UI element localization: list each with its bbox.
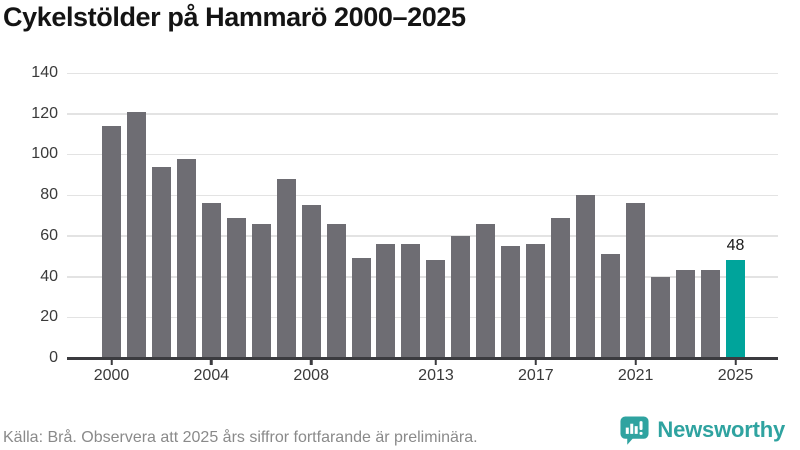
bar-2017 (526, 244, 546, 358)
gridline-y20 (67, 316, 778, 319)
y-axis-label-140: 140 (31, 64, 58, 81)
bar-2015 (476, 223, 496, 358)
x-axis-label-2008: 2008 (293, 367, 329, 384)
x-axis-label-2004: 2004 (193, 367, 230, 384)
x-tick-2008 (309, 359, 313, 365)
plot-area: 48 (67, 72, 778, 365)
x-axis-label-2013: 2013 (418, 367, 454, 384)
x-tick-2013 (434, 359, 438, 365)
y-axis-label-120: 120 (31, 104, 58, 122)
bar-2024 (700, 270, 720, 358)
x-tick-2004 (210, 359, 213, 365)
gridline-y40 (67, 276, 778, 278)
bar-2011 (376, 244, 396, 358)
x-axis-label-2000: 2000 (93, 367, 130, 384)
bar-2013 (426, 260, 446, 358)
bar-2000 (102, 125, 121, 358)
bar-series (102, 73, 745, 358)
bar-2022 (650, 276, 670, 358)
bar-2025 (725, 260, 745, 358)
bar-2003 (176, 158, 196, 358)
y-axis-label-100: 100 (31, 145, 58, 163)
y-axis-label-20: 20 (40, 308, 58, 326)
gridline-y60 (67, 235, 778, 237)
bar-2021 (626, 203, 646, 358)
bar-2006 (251, 223, 271, 358)
bar-2002 (151, 166, 171, 358)
x-tick-2000 (110, 359, 113, 365)
x-axis-label-2021: 2021 (617, 367, 654, 384)
gridline-y80 (67, 194, 778, 197)
y-axis-label-0: 0 (49, 349, 58, 366)
x-tick-2017 (534, 359, 538, 365)
gridline-y140 (67, 72, 778, 74)
gridline-y120 (67, 113, 778, 115)
x-tick-2025 (734, 359, 737, 365)
bar-2010 (351, 258, 371, 358)
highlight-value-label: 48 (726, 237, 745, 255)
bar-2009 (326, 223, 346, 358)
bar-2007 (276, 178, 296, 358)
bar-2008 (301, 205, 321, 358)
x-axis-label-2025: 2025 (717, 367, 754, 384)
bar-2005 (226, 217, 246, 358)
bar-2018 (551, 217, 571, 358)
bar-2023 (675, 270, 695, 358)
bar-2016 (501, 246, 521, 358)
y-axis-label-80: 80 (40, 186, 58, 204)
x-tick-2021 (634, 359, 637, 365)
bar-2001 (126, 111, 146, 358)
x-axis-label-2017: 2017 (518, 367, 554, 384)
newsworthy-logo-text: Newsworthy (657, 417, 785, 442)
chart-bubble-icon (619, 415, 650, 446)
bar-2004 (201, 203, 221, 358)
bar-2012 (401, 244, 421, 358)
bar-2020 (601, 254, 621, 358)
y-axis-label-60: 60 (40, 226, 58, 244)
gridline-y100 (67, 153, 778, 156)
bar-2019 (576, 195, 596, 358)
bar-2014 (451, 235, 471, 358)
source-note: Källa: Brå. Observera att 2025 års siffr… (3, 429, 478, 446)
page-title: Cykelstölder på Hammarö 2000–2025 (3, 2, 466, 32)
newsworthy-logo: Newsworthy (619, 414, 785, 446)
y-axis-label-40: 40 (40, 267, 58, 285)
x-axis-baseline (67, 356, 778, 360)
